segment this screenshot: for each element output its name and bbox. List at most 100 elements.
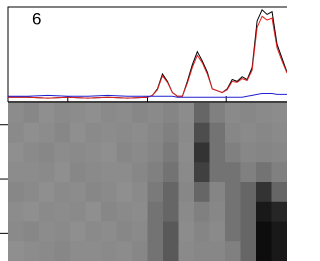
heatmap-cell xyxy=(23,103,40,124)
heatmap-cell xyxy=(39,241,55,261)
heatmap-cell xyxy=(240,201,257,222)
panel-frame xyxy=(7,6,287,102)
heatmap-cell xyxy=(256,241,272,261)
heatmap-cell xyxy=(163,162,179,183)
heatmap-cell xyxy=(54,142,71,163)
heatmap-cell xyxy=(54,201,71,222)
heatmap-cell xyxy=(85,142,102,163)
heatmap-cell xyxy=(209,201,226,222)
heatmap-cell xyxy=(8,162,24,183)
heatmap-cell xyxy=(54,103,71,124)
heatmap-cell xyxy=(8,182,24,203)
heatmap-cell xyxy=(101,122,117,143)
heatmap-cell xyxy=(70,103,86,124)
heatmap-cell xyxy=(39,201,55,222)
heatmap-cell xyxy=(39,182,55,203)
heatmap-cell xyxy=(23,182,40,203)
heatmap-cell xyxy=(194,162,210,183)
heatmap-cell xyxy=(132,201,148,222)
heatmap-cell xyxy=(240,103,257,124)
heatmap-cell xyxy=(116,201,133,222)
heatmap-cell xyxy=(147,221,164,242)
heatmap-cell xyxy=(54,122,71,143)
heatmap-cell xyxy=(163,122,179,143)
heatmap-cell xyxy=(163,142,179,163)
heatmap-cell xyxy=(209,182,226,203)
heatmap-cell xyxy=(225,221,241,242)
heatmap-cell xyxy=(101,142,117,163)
heatmap-cell xyxy=(54,221,71,242)
chart: 6 xyxy=(0,6,287,261)
heatmap-cell xyxy=(178,201,195,222)
heatmap-cell xyxy=(225,182,241,203)
heatmap-cell xyxy=(209,142,226,163)
heatmap-cell xyxy=(178,142,195,163)
heatmap-cell xyxy=(54,241,71,261)
heatmap-cell xyxy=(209,103,226,124)
heatmap-cell xyxy=(240,122,257,143)
heatmap-cell xyxy=(271,241,287,261)
heatmap-cell xyxy=(256,201,272,222)
heatmap-cell xyxy=(8,142,24,163)
heatmap-cell xyxy=(70,182,86,203)
heatmap-cell xyxy=(209,241,226,261)
heatmap-cell xyxy=(271,142,287,163)
heatmap-cell xyxy=(225,122,241,143)
heatmap-cell xyxy=(271,162,287,183)
heatmap-cell xyxy=(85,241,102,261)
heatmap-cell xyxy=(116,241,133,261)
heatmap-cell xyxy=(23,162,40,183)
heatmap-cell xyxy=(178,221,195,242)
heatmap-cell xyxy=(271,201,287,222)
heatmap-cell xyxy=(116,162,133,183)
heatmap-cell xyxy=(23,201,40,222)
heatmap-cell xyxy=(178,103,195,124)
heatmap-cell xyxy=(132,241,148,261)
heatmap-cell xyxy=(8,122,24,143)
heatmap-cell xyxy=(256,122,272,143)
heatmap-cell xyxy=(101,241,117,261)
heatmap-cell xyxy=(101,182,117,203)
heatmap-cell xyxy=(8,221,24,242)
heatmap-cell xyxy=(54,162,71,183)
heatmap-cell xyxy=(70,241,86,261)
heatmap-cell xyxy=(101,221,117,242)
heatmap-cell xyxy=(132,122,148,143)
heatmap-cell xyxy=(163,182,179,203)
heatmap-cell xyxy=(101,162,117,183)
heatmap-cell xyxy=(194,241,210,261)
heatmap-cell xyxy=(271,221,287,242)
heatmap-cell xyxy=(256,142,272,163)
heatmap-cell xyxy=(225,162,241,183)
heatmap-cell xyxy=(209,162,226,183)
heatmap-cell xyxy=(178,122,195,143)
heatmap-cell xyxy=(178,182,195,203)
panel-label: 6 xyxy=(32,9,41,28)
heatmap-cell xyxy=(194,201,210,222)
heatmap-cell xyxy=(101,201,117,222)
line-series xyxy=(8,8,287,99)
heatmap-cell xyxy=(147,103,164,124)
heatmap-cell xyxy=(85,201,102,222)
heatmap-cell xyxy=(70,142,86,163)
heatmap-cell xyxy=(256,103,272,124)
heatmap-cell xyxy=(240,221,257,242)
heatmap-cell xyxy=(240,142,257,163)
heatmap-cell xyxy=(70,221,86,242)
heatmap-cell xyxy=(39,221,55,242)
heatmap-cell xyxy=(147,142,164,163)
heatmap-cell xyxy=(39,162,55,183)
heatmap-cell xyxy=(23,241,40,261)
heatmap-cell xyxy=(147,182,164,203)
heatmap-cell xyxy=(85,122,102,143)
heatmap-cell xyxy=(85,221,102,242)
heatmap-cell xyxy=(85,103,102,124)
heatmap-cell xyxy=(147,122,164,143)
heatmap-cell xyxy=(116,142,133,163)
heatmap-cell xyxy=(132,103,148,124)
heatmap-cell xyxy=(116,122,133,143)
heatmap-cell xyxy=(194,182,210,203)
heatmap-cell xyxy=(225,201,241,222)
heatmap-cell xyxy=(209,221,226,242)
line-series xyxy=(8,92,287,98)
